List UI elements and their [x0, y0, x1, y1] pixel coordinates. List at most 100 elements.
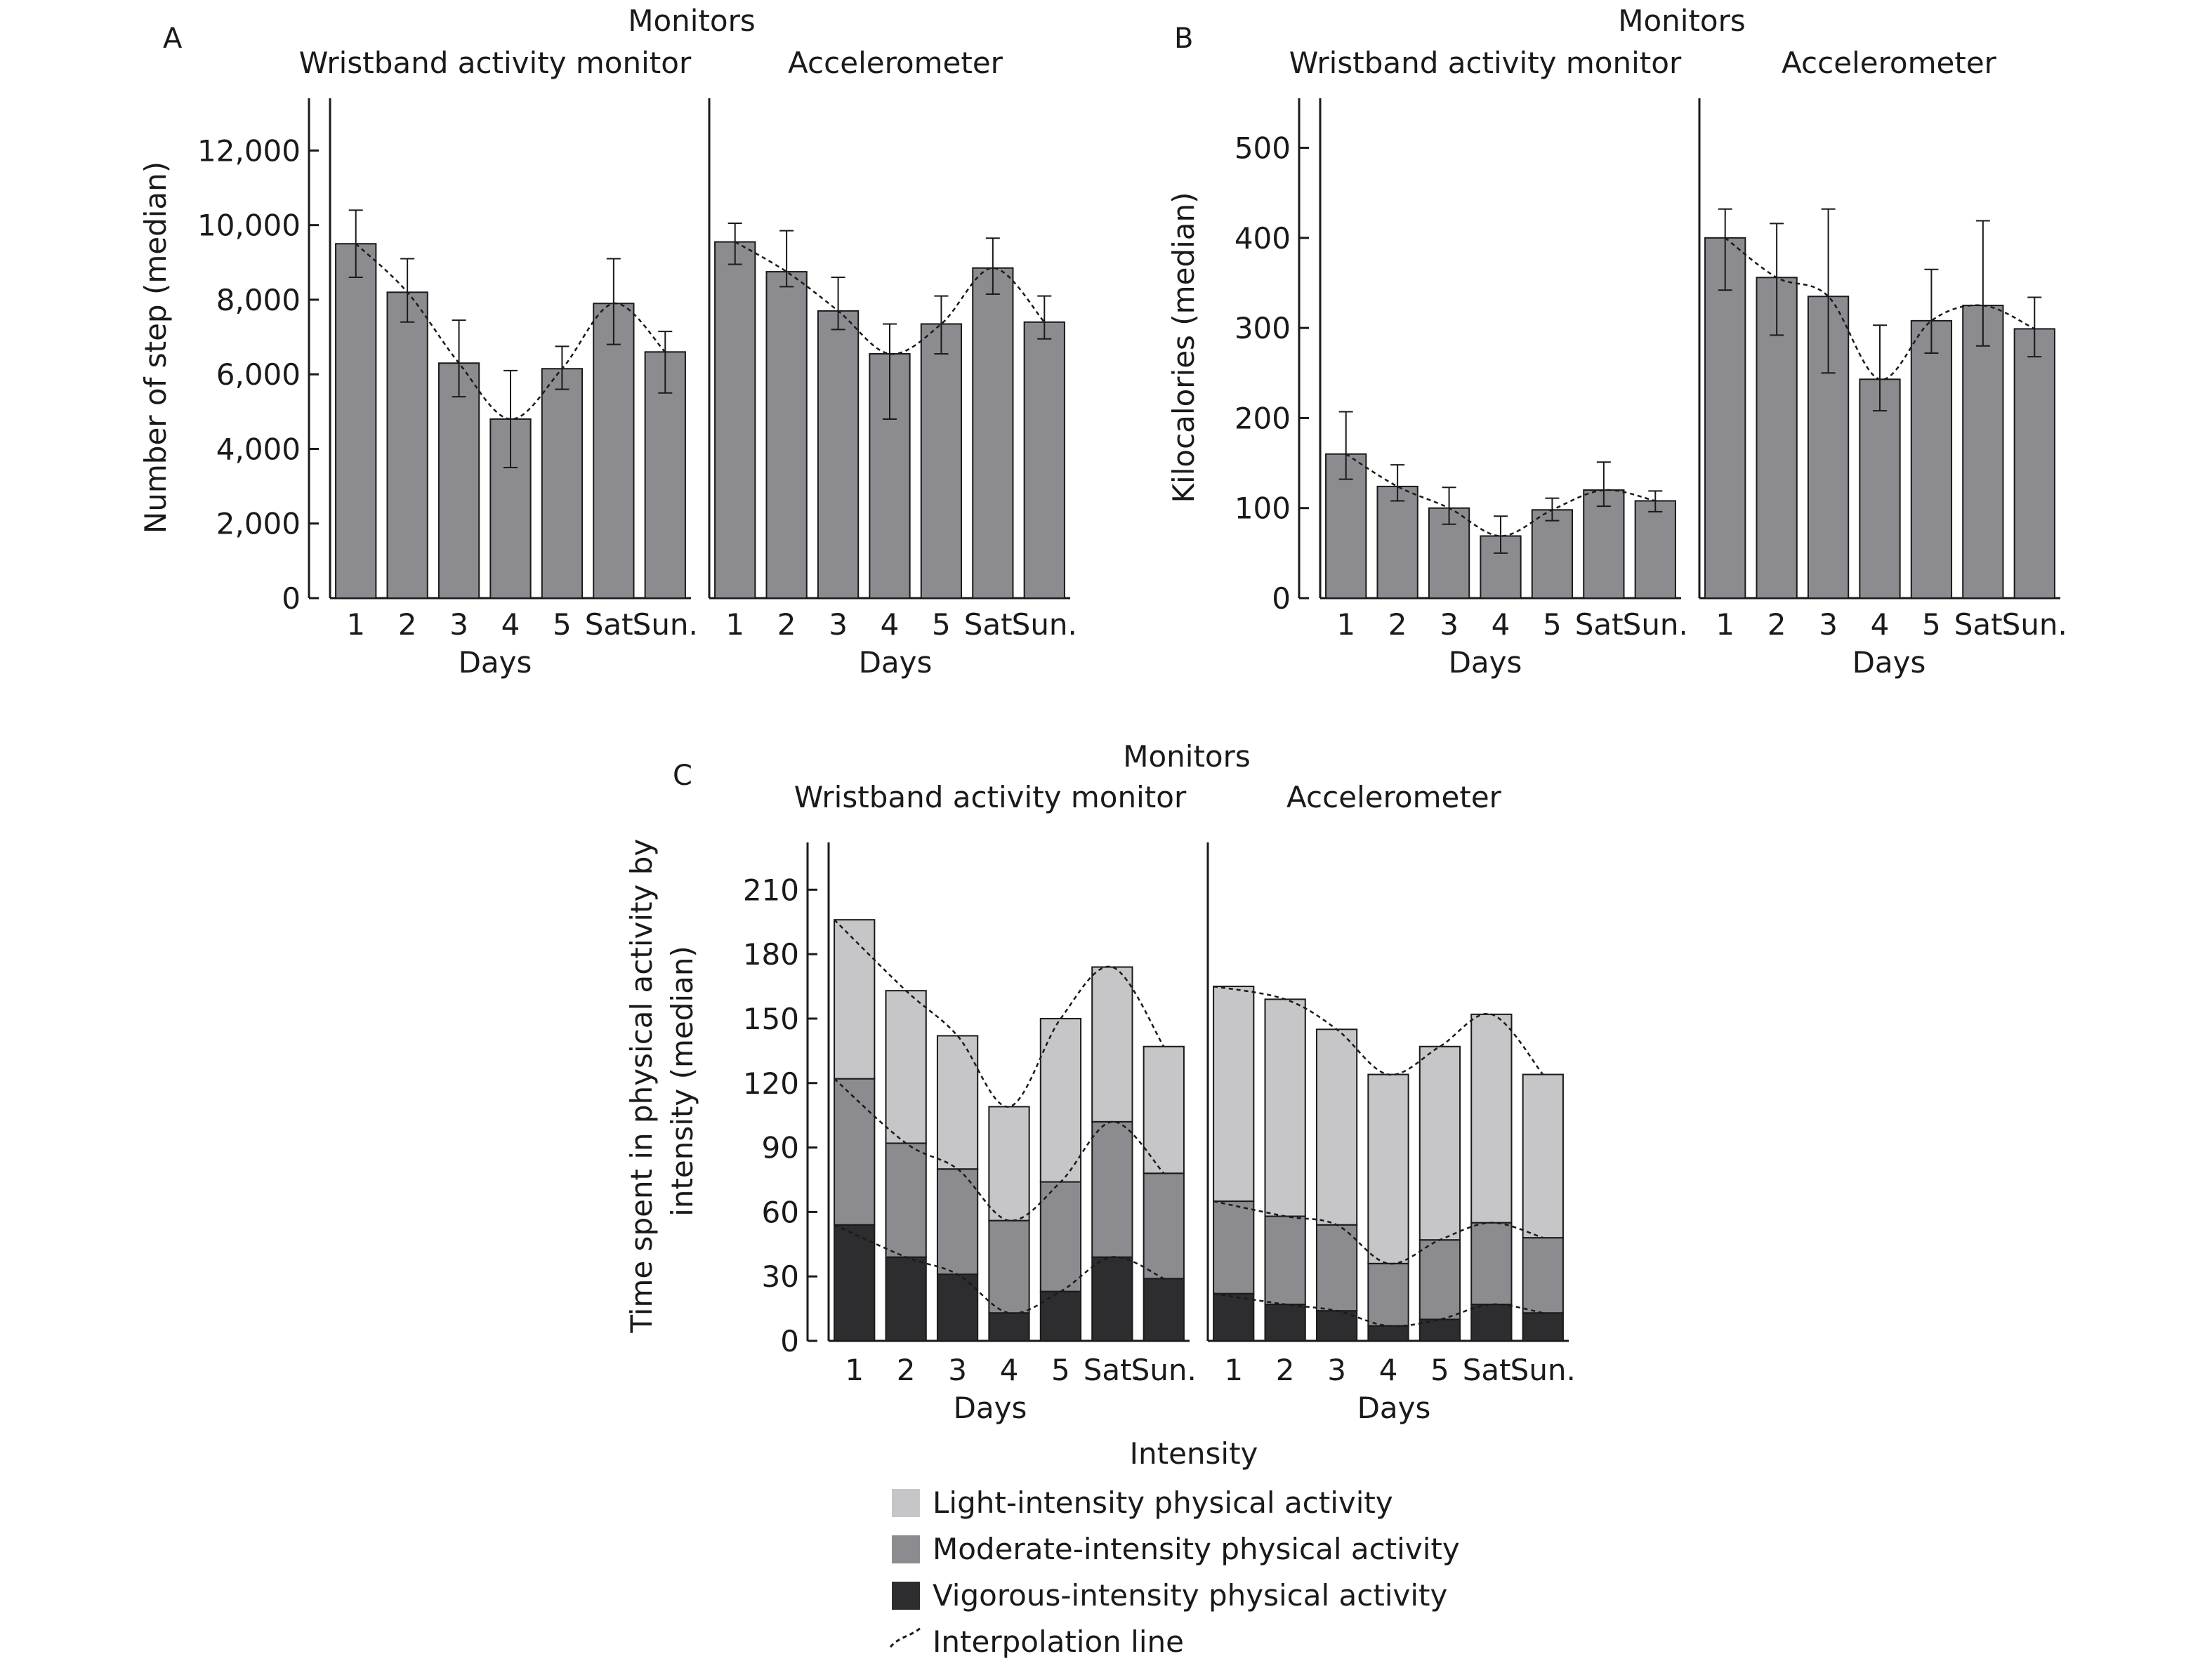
x-tick-label-a-wristband: Sat. [585, 607, 643, 642]
bar-b-accelerometer [1962, 305, 2004, 599]
monitors-label-a: Monitors [628, 4, 756, 38]
x-tick-label-a-accelerometer: 3 [829, 607, 848, 642]
interpolation-line-c-wristband [834, 919, 1165, 1108]
x-tick-label-b-accelerometer: Sun. [2002, 607, 2067, 642]
x-tick-label-b-accelerometer: 4 [1871, 607, 1890, 642]
stacked-segment-c-accelerometer [1213, 1200, 1255, 1295]
stacked-segment-c-accelerometer [1367, 1325, 1409, 1342]
stacked-segment-c-accelerometer [1315, 1224, 1358, 1312]
y-tick-label-a: 8,000 [216, 283, 301, 317]
legend: Intensity Light-intensity physical activ… [889, 1436, 1460, 1659]
panel-letter-b: B [1174, 22, 1193, 55]
stacked-segment-c-wristband [885, 1142, 927, 1258]
y-tick-label-a: 6,000 [216, 357, 301, 392]
x-tick-label-b-wristband: 3 [1440, 607, 1459, 642]
stacked-segment-c-accelerometer [1315, 1028, 1358, 1226]
bar-b-accelerometer [1859, 378, 1901, 599]
x-tick-label-c-wristband: 4 [1000, 1353, 1019, 1387]
y-axis-label-a: Number of step (median) [138, 161, 173, 534]
days-label-a-accelerometer: Days [859, 645, 933, 680]
x-tick-label-b-accelerometer: 2 [1767, 607, 1786, 642]
x-tick-label-a-wristband: 1 [346, 607, 365, 642]
monitors-label-b: Monitors [1618, 4, 1746, 38]
x-tick-label-c-wristband: Sun. [1131, 1353, 1197, 1387]
bar-a-wristband [386, 291, 428, 599]
stacked-segment-c-wristband [885, 990, 927, 1144]
y-tick-label-b: 300 [1235, 311, 1291, 345]
stacked-segment-c-wristband [1091, 1120, 1133, 1258]
y-tick-label-a: 4,000 [216, 432, 301, 466]
x-tick-label-c-wristband: 5 [1051, 1353, 1070, 1387]
x-tick-label-c-accelerometer: 4 [1379, 1353, 1398, 1387]
x-tick-label-b-accelerometer: 1 [1716, 607, 1734, 642]
x-tick-label-c-wristband: 1 [845, 1353, 864, 1387]
y-tick-label-c: 150 [743, 1002, 799, 1036]
interpolation-line-c-wristband [834, 1078, 1165, 1222]
facet-title-b-wristband: Wristband activity monitor [1289, 46, 1682, 80]
bar-a-accelerometer [714, 241, 756, 599]
y-axis-label-c-line-2: intensity (median) [665, 946, 699, 1217]
stacked-segment-c-accelerometer [1470, 1303, 1513, 1342]
legend-swatch-vigorous [892, 1582, 920, 1610]
stacked-segment-c-wristband [1039, 1017, 1082, 1183]
y-tick-label-a: 0 [282, 581, 301, 616]
y-tick-label-b: 100 [1235, 491, 1291, 526]
x-tick-label-a-accelerometer: 2 [777, 607, 796, 642]
facet-title-c-wristband: Wristband activity monitor [794, 780, 1187, 814]
interpolation-line-c-wristband [834, 1224, 1164, 1314]
panel-letter-a: A [163, 22, 183, 55]
y-tick-label-c: 90 [762, 1131, 799, 1165]
stacked-segment-c-wristband [834, 919, 876, 1080]
stacked-segment-c-accelerometer [1522, 1312, 1564, 1342]
stacked-segment-c-wristband [988, 1312, 1030, 1342]
stacked-segment-c-accelerometer [1264, 998, 1306, 1217]
y-axis-label-c-line-1: Time spent in physical activity by [624, 839, 659, 1334]
x-tick-label-b-wristband: Sun. [1623, 607, 1688, 642]
x-tick-label-a-wristband: Sun. [633, 607, 698, 642]
y-tick-label-b: 0 [1272, 581, 1291, 616]
stacked-segment-c-wristband [885, 1256, 927, 1342]
x-tick-label-b-wristband: 1 [1336, 607, 1355, 642]
stacked-segment-c-wristband [834, 1224, 876, 1342]
facet-title-a-accelerometer: Accelerometer [788, 46, 1003, 80]
x-tick-label-a-wristband: 4 [501, 607, 520, 642]
stacked-segment-c-wristband [1143, 1172, 1185, 1280]
x-tick-label-b-accelerometer: 5 [1922, 607, 1941, 642]
x-tick-label-b-wristband: 2 [1388, 607, 1407, 642]
x-tick-label-a-accelerometer: 1 [725, 607, 744, 642]
stacked-segment-c-accelerometer [1264, 1215, 1306, 1305]
y-tick-label-a: 10,000 [197, 209, 301, 243]
interpolation-line-c-accelerometer [1213, 985, 1544, 1076]
x-tick-label-a-accelerometer: 4 [881, 607, 900, 642]
x-tick-label-a-wristband: 5 [553, 607, 572, 642]
days-label-c-wristband: Days [954, 1391, 1027, 1425]
y-tick-label-b: 500 [1235, 131, 1291, 166]
interpolation-line-c-accelerometer [1213, 1292, 1543, 1328]
x-tick-label-c-accelerometer: Sun. [1510, 1353, 1576, 1387]
x-tick-label-b-accelerometer: Sat. [1954, 607, 2012, 642]
legend-swatch-interpolation-line [889, 1626, 922, 1648]
legend-swatch-light [892, 1489, 920, 1517]
x-tick-label-b-wristband: 4 [1492, 607, 1510, 642]
bar-b-wristband [1634, 500, 1676, 600]
bar-a-accelerometer [817, 310, 860, 599]
stacked-segment-c-accelerometer [1522, 1237, 1564, 1314]
stacked-segment-c-wristband [936, 1168, 979, 1276]
y-tick-label-c: 0 [780, 1324, 799, 1358]
days-label-b-wristband: Days [1449, 645, 1522, 680]
bar-a-accelerometer [765, 271, 808, 599]
x-tick-label-c-accelerometer: Sat. [1463, 1353, 1520, 1387]
bar-a-accelerometer [920, 323, 963, 599]
x-tick-label-b-wristband: Sat. [1575, 607, 1633, 642]
x-tick-label-c-accelerometer: 1 [1224, 1353, 1243, 1387]
bar-a-wristband [335, 243, 377, 599]
y-axis-label-b: Kilocalories (median) [1166, 192, 1201, 503]
bar-a-wristband [437, 362, 480, 599]
legend-label-moderate: Moderate-intensity physical activity [933, 1532, 1460, 1566]
facet-title-c-accelerometer: Accelerometer [1286, 780, 1502, 814]
x-tick-label-c-wristband: 3 [948, 1353, 967, 1387]
bar-a-wristband [593, 303, 635, 599]
stacked-segment-c-accelerometer [1418, 1239, 1461, 1321]
y-tick-label-c: 180 [743, 937, 799, 972]
